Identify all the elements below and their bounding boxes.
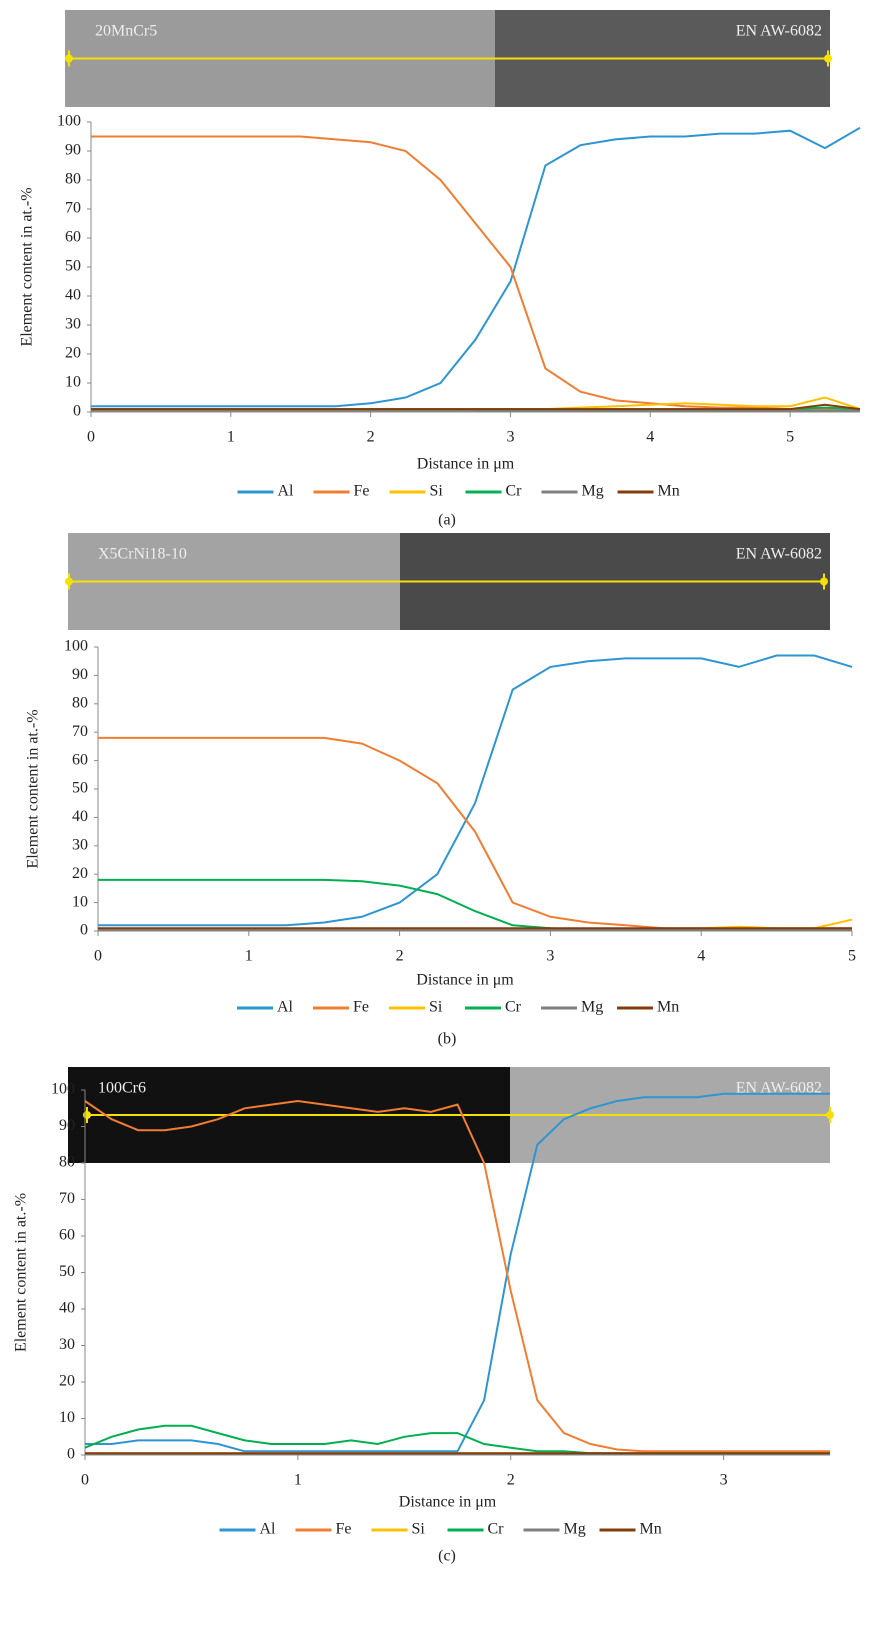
- y-tick-label: 0: [73, 403, 81, 420]
- y-tick-label: 30: [59, 1336, 75, 1353]
- series-line: [85, 1426, 830, 1453]
- y-tick-label: 50: [59, 1263, 75, 1280]
- legend-label: Mg: [581, 999, 603, 1016]
- y-tick-label: 80: [59, 1154, 75, 1171]
- legend-label: Si: [430, 483, 444, 500]
- y-tick-label: 80: [72, 694, 88, 711]
- figure: 20MnCr5EN AW-608201020304050607080901000…: [0, 0, 895, 1630]
- y-tick-label: 90: [72, 666, 88, 683]
- y-tick-label: 10: [59, 1409, 75, 1426]
- legend-label: Al: [260, 1521, 277, 1538]
- y-tick-label: 40: [72, 808, 88, 825]
- x-tick-label: 4: [646, 429, 654, 446]
- legend-label: Si: [429, 999, 443, 1016]
- x-tick-label: 2: [396, 948, 404, 965]
- series-line: [98, 656, 852, 926]
- y-tick-label: 0: [80, 922, 88, 939]
- legend-label: Mn: [657, 999, 679, 1016]
- x-tick-label: 3: [546, 948, 554, 965]
- y-tick-label: 100: [57, 113, 81, 130]
- legend-label: Si: [412, 1521, 426, 1538]
- y-tick-label: 60: [59, 1227, 75, 1244]
- y-tick-label: 80: [65, 171, 81, 188]
- y-axis-title: Element content in at.-%: [19, 187, 36, 346]
- legend-label: Fe: [336, 1521, 352, 1538]
- x-tick-label: 3: [720, 1472, 728, 1489]
- x-tick-label: 1: [294, 1472, 302, 1489]
- series-line: [91, 128, 860, 406]
- legend-label: Cr: [506, 483, 523, 500]
- y-tick-label: 60: [65, 229, 81, 246]
- y-axis-title: Element content in at.-%: [25, 709, 42, 868]
- y-tick-label: 70: [65, 200, 81, 217]
- legend-label: Mn: [640, 1521, 662, 1538]
- x-tick-label: 1: [227, 429, 235, 446]
- y-tick-label: 60: [72, 751, 88, 768]
- x-tick-label: 2: [367, 429, 375, 446]
- y-tick-label: 40: [65, 287, 81, 304]
- page: 20MnCr5EN AW-608201020304050607080901000…: [0, 0, 895, 1630]
- x-tick-label: 5: [848, 948, 856, 965]
- legend-label: Cr: [505, 999, 522, 1016]
- x-axis-title: Distance in μm: [416, 972, 514, 989]
- y-tick-label: 20: [72, 865, 88, 882]
- y-tick-label: 50: [72, 780, 88, 797]
- y-tick-label: 10: [72, 893, 88, 910]
- y-tick-label: 100: [51, 1081, 75, 1098]
- image-label: 20MnCr5: [95, 23, 157, 40]
- x-tick-label: 4: [697, 948, 705, 965]
- y-axis-title: Element content in at.-%: [13, 1193, 30, 1352]
- y-tick-label: 30: [65, 316, 81, 333]
- legend-label: Al: [277, 999, 294, 1016]
- x-tick-label: 0: [94, 948, 102, 965]
- x-tick-label: 1: [245, 948, 253, 965]
- legend-label: Al: [278, 483, 295, 500]
- y-tick-label: 90: [65, 142, 81, 159]
- x-axis-title: Distance in μm: [417, 456, 515, 473]
- image-label: EN AW-6082: [736, 546, 822, 563]
- y-tick-label: 20: [59, 1373, 75, 1390]
- series-line: [98, 880, 852, 930]
- y-tick-label: 50: [65, 258, 81, 275]
- y-tick-label: 70: [72, 723, 88, 740]
- x-tick-label: 0: [87, 429, 95, 446]
- image-label: X5CrNi18-10: [98, 546, 187, 563]
- y-tick-label: 100: [64, 638, 88, 655]
- legend-label: Fe: [354, 483, 370, 500]
- y-tick-label: 10: [65, 374, 81, 391]
- y-tick-label: 0: [67, 1446, 75, 1463]
- image-label: 100Cr6: [98, 1080, 146, 1097]
- y-tick-label: 20: [65, 345, 81, 362]
- y-tick-label: 90: [59, 1117, 75, 1134]
- legend-label: Mn: [658, 483, 680, 500]
- x-tick-label: 5: [786, 429, 794, 446]
- y-tick-label: 40: [59, 1300, 75, 1317]
- x-tick-label: 0: [81, 1472, 89, 1489]
- caption: (a): [438, 512, 456, 529]
- x-axis-title: Distance in μm: [399, 1494, 497, 1511]
- legend-label: Mg: [564, 1521, 586, 1538]
- legend-label: Mg: [582, 483, 604, 500]
- y-tick-label: 30: [72, 836, 88, 853]
- caption: (c): [438, 1548, 456, 1565]
- x-tick-label: 3: [506, 429, 514, 446]
- series-line: [91, 137, 860, 410]
- caption: (b): [438, 1031, 457, 1048]
- legend-label: Fe: [353, 999, 369, 1016]
- y-tick-label: 70: [59, 1190, 75, 1207]
- series-line: [98, 738, 852, 928]
- image-label: EN AW-6082: [736, 23, 822, 40]
- x-tick-label: 2: [507, 1472, 515, 1489]
- legend-label: Cr: [488, 1521, 505, 1538]
